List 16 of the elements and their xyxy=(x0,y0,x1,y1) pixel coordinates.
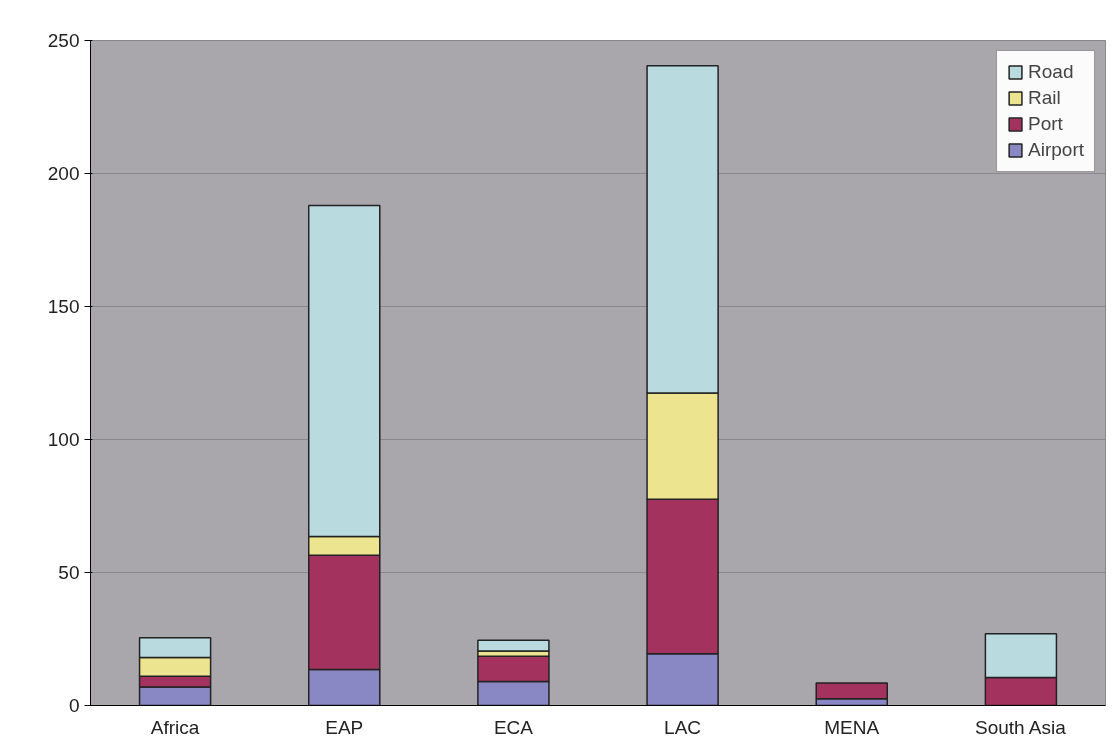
y-tick-label: 200 xyxy=(47,163,80,184)
x-tick-label: MENA xyxy=(824,716,880,738)
y-tick-label: 0 xyxy=(68,695,80,716)
legend-label: Port xyxy=(1028,113,1063,135)
legend-label: Road xyxy=(1028,61,1074,83)
x-tick-label: EAP xyxy=(325,716,364,738)
x-tick-label: South Asia xyxy=(974,716,1067,738)
y-tick-label: 150 xyxy=(47,296,80,317)
x-tick-label: Africa xyxy=(150,716,200,738)
y-tick-label: 50 xyxy=(58,562,80,583)
x-tick-label: LAC xyxy=(664,716,702,738)
legend-label: Rail xyxy=(1028,87,1061,109)
y-tick-label: 100 xyxy=(47,429,80,450)
y-tick-label: 250 xyxy=(47,30,80,51)
x-tick-label: ECA xyxy=(493,716,534,738)
legend-label: Airport xyxy=(1028,139,1084,161)
